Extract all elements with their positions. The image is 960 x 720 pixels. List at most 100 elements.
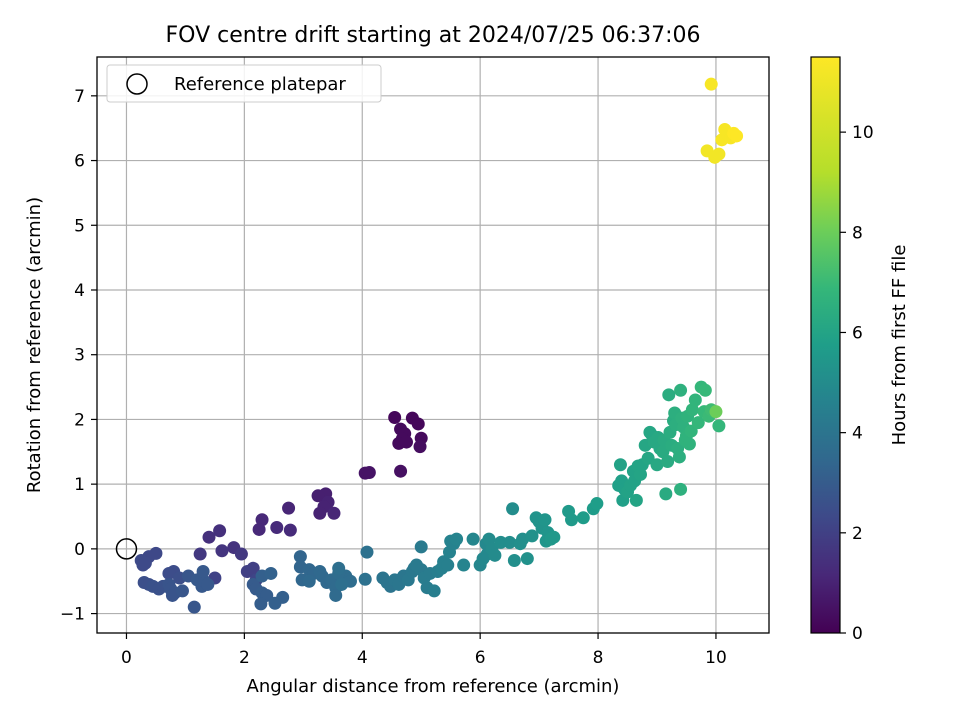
data-point: [276, 590, 290, 604]
y-tick-label: 5: [74, 216, 85, 236]
colorbar-tick-label: 2: [852, 524, 863, 544]
data-point: [360, 545, 374, 559]
y-axis-label: Rotation from reference (arcmin): [24, 197, 45, 493]
plot-frame: [96, 56, 770, 634]
data-point: [506, 502, 520, 516]
data-point: [538, 513, 552, 527]
data-point: [590, 497, 604, 511]
data-point: [633, 467, 647, 481]
data-point: [507, 554, 521, 568]
data-point: [709, 405, 723, 419]
data-point: [565, 513, 579, 527]
data-point: [399, 435, 413, 449]
data-point: [202, 530, 216, 544]
data-point: [457, 558, 471, 572]
legend-reference-marker-icon: [126, 73, 148, 95]
y-tick-label: 3: [74, 346, 85, 366]
y-tick-label: 7: [74, 87, 85, 107]
y-tick-label: 0: [74, 540, 85, 560]
colorbar-tick-label: 6: [852, 323, 863, 343]
x-axis-ticks: 0 2 4 6 8 10: [121, 633, 727, 668]
colorbar-ticks: 0 2 4 6 8 10: [840, 123, 874, 644]
data-point: [201, 577, 215, 591]
data-point: [311, 489, 325, 503]
data-point: [358, 572, 372, 586]
data-point: [674, 482, 688, 496]
legend: Reference platepar: [106, 64, 382, 103]
data-point: [136, 558, 150, 572]
data-point: [659, 487, 673, 501]
data-point: [503, 535, 517, 549]
data-point: [698, 383, 712, 397]
data-point: [283, 523, 297, 537]
data-point: [282, 501, 296, 515]
data-point: [672, 450, 686, 464]
data-point: [682, 437, 696, 451]
data-point: [388, 410, 402, 424]
data-point: [254, 597, 268, 611]
y-tick-label: −1: [60, 605, 85, 625]
grid-lines: [97, 57, 769, 633]
x-tick-label: 0: [121, 648, 132, 668]
legend-box: [106, 64, 382, 103]
data-point: [332, 561, 346, 575]
data-point: [327, 506, 341, 520]
colorbar-tick-label: 8: [852, 223, 863, 243]
data-point: [466, 532, 480, 546]
data-point: [394, 464, 408, 478]
data-point: [302, 574, 316, 588]
data-point: [662, 388, 676, 402]
x-tick-label: 10: [705, 648, 727, 668]
y-tick-label: 2: [74, 410, 85, 430]
x-tick-label: 4: [357, 648, 368, 668]
data-point: [414, 540, 428, 554]
colorbar-tick-label: 10: [852, 123, 874, 143]
data-point: [165, 588, 179, 602]
legend-entry-label: Reference platepar: [174, 74, 346, 95]
y-axis-ticks: −1 0 1 2 3 4 5 6 7: [60, 87, 97, 625]
data-point: [576, 511, 590, 525]
reference-marker-layer: [115, 538, 138, 560]
data-point: [246, 561, 260, 575]
colorbar-tick-label: 4: [852, 424, 863, 444]
data-point: [411, 417, 425, 431]
data-point: [175, 584, 189, 598]
data-point: [335, 577, 349, 591]
data-point: [688, 393, 702, 407]
colorbar: [810, 56, 841, 634]
x-tick-label: 2: [239, 648, 250, 668]
y-tick-label: 4: [74, 281, 85, 301]
data-point: [270, 521, 284, 535]
data-point: [712, 419, 726, 433]
x-tick-label: 8: [593, 648, 604, 668]
data-point: [196, 565, 210, 579]
data-point: [704, 77, 718, 91]
data-point: [293, 550, 307, 564]
data-point: [525, 529, 539, 543]
data-point: [252, 522, 266, 536]
data-point: [547, 530, 561, 544]
data-point: [730, 129, 744, 143]
data-point: [362, 465, 376, 479]
data-point: [234, 547, 248, 561]
y-tick-label: 1: [74, 475, 85, 495]
reference-platepar-marker: [115, 538, 138, 560]
data-point: [488, 548, 502, 562]
data-point: [661, 454, 675, 468]
data-point: [213, 524, 227, 538]
data-point: [162, 566, 176, 580]
data-point: [413, 440, 427, 454]
data-point: [313, 506, 327, 520]
data-point: [193, 547, 207, 561]
x-axis-label: Angular distance from reference (arcmin): [247, 676, 620, 697]
data-point: [441, 558, 455, 572]
colorbar-tick-label: 0: [852, 624, 863, 644]
data-point: [712, 147, 726, 161]
data-point: [650, 458, 664, 472]
data-point: [691, 416, 705, 430]
colorbar-label: Hours from first FF file: [889, 245, 910, 446]
data-point: [264, 566, 278, 580]
data-point: [329, 588, 343, 602]
data-points: [134, 77, 744, 614]
